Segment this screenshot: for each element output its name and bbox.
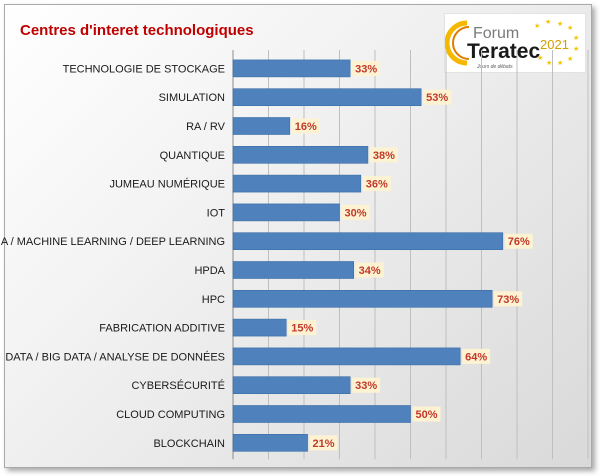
- bar: [232, 405, 411, 423]
- category-labels: TECHNOLOGIE DE STOCKAGE SIMULATION RA / RV…: [0, 63, 226, 449]
- bar: [232, 261, 354, 279]
- gridlines: [232, 50, 589, 460]
- category-label: CLOUD COMPUTING: [116, 409, 225, 421]
- value-label-bg: [355, 262, 384, 278]
- category-label: FABRICATION ADDITIVE: [99, 323, 225, 335]
- bar: [232, 433, 308, 452]
- svg-text:★: ★: [567, 55, 573, 63]
- logo-year: 2021: [540, 37, 569, 52]
- category-label: HPDA: [194, 265, 225, 277]
- logo-graphic: Forum Teratec Jours de débats 2021 ★ ★ ★…: [445, 18, 579, 70]
- svg-text:★: ★: [567, 24, 573, 32]
- bar: [232, 289, 493, 308]
- chart-title: Centres d'interet technologiques: [20, 22, 254, 39]
- value-label-bg: [423, 89, 452, 105]
- logo-stars-icon: ★ ★ ★ ★ ★ ★ ★ ★ ★ ★: [534, 18, 579, 67]
- logo-tagline: Jours de débats: [476, 64, 513, 70]
- value-label-bg: [309, 435, 338, 451]
- bar: [232, 318, 287, 337]
- svg-text:★: ★: [545, 18, 551, 26]
- category-label: JUMEAU NUMÉRIQUE: [109, 178, 225, 191]
- value-label-bg: [288, 320, 317, 336]
- value-label: 50%: [415, 409, 437, 421]
- bar: [232, 203, 340, 222]
- value-label: 33%: [355, 380, 377, 392]
- value-label: 33%: [355, 63, 377, 75]
- category-label: TECHNOLOGIE DE STOCKAGE: [63, 63, 225, 75]
- value-label: 38%: [373, 150, 395, 162]
- bar: [232, 232, 504, 250]
- value-label: 53%: [426, 92, 448, 104]
- value-label-bg: [291, 118, 320, 134]
- value-label: 76%: [508, 236, 530, 248]
- svg-text:★: ★: [534, 22, 540, 30]
- value-label-bg: [341, 204, 370, 220]
- category-label: CYBERSÉCURITÉ: [131, 379, 225, 392]
- svg-text:★: ★: [546, 59, 552, 67]
- bar: [232, 174, 362, 193]
- value-label: 30%: [344, 207, 366, 219]
- category-label: QUANTIQUE: [160, 150, 225, 162]
- svg-text:★: ★: [573, 45, 579, 53]
- logo-word-teratec: Teratec: [467, 40, 540, 63]
- value-label-bg: [352, 377, 381, 393]
- logo-swoosh-icon: [445, 20, 468, 66]
- svg-text:★: ★: [557, 20, 563, 28]
- value-label: 21%: [313, 438, 335, 450]
- value-label-bg: [462, 348, 491, 364]
- bar: [232, 59, 351, 78]
- value-label-bg: [412, 406, 441, 422]
- value-label: 34%: [359, 265, 381, 277]
- bars: [232, 59, 504, 452]
- value-label-bg: [362, 176, 391, 192]
- value-label: 36%: [366, 179, 388, 191]
- category-label: HPC: [202, 294, 225, 306]
- value-label: 16%: [295, 121, 317, 133]
- logo-word-forum: Forum: [473, 25, 519, 42]
- bar: [232, 146, 369, 164]
- bar: [232, 88, 422, 106]
- bar: [232, 347, 461, 366]
- category-label: BLOCKCHAIN: [153, 438, 225, 450]
- value-label-bg: [352, 60, 381, 76]
- category-label: RA / RV: [186, 121, 226, 133]
- bar: [232, 376, 351, 395]
- category-label: IA / MACHINE LEARNING / DEEP LEARNING: [0, 236, 225, 248]
- value-label: 64%: [465, 351, 487, 363]
- value-label: 15%: [291, 323, 313, 335]
- forum-teratec-logo: Forum Teratec Jours de débats 2021 ★ ★ ★…: [444, 13, 586, 73]
- svg-text:★: ★: [573, 34, 579, 42]
- category-label: IOT: [207, 207, 226, 219]
- value-labels: 33% 53% 16% 38% 36% 30% 76% 34% 73% 15% 64% 33% 50% 2…: [288, 60, 533, 451]
- svg-text:★: ★: [557, 59, 563, 67]
- bar: [232, 117, 291, 135]
- logo-swoosh-inner-icon: [452, 26, 470, 60]
- svg-text:★: ★: [537, 54, 543, 62]
- value-label-bg: [494, 291, 523, 307]
- value-label-bg: [369, 147, 398, 163]
- category-label: SIMULATION: [159, 92, 225, 104]
- value-label-bg: [504, 233, 533, 249]
- value-label: 73%: [497, 294, 519, 306]
- category-label: DATA / BIG DATA / ANALYSE DE DONNÉES: [5, 350, 225, 363]
